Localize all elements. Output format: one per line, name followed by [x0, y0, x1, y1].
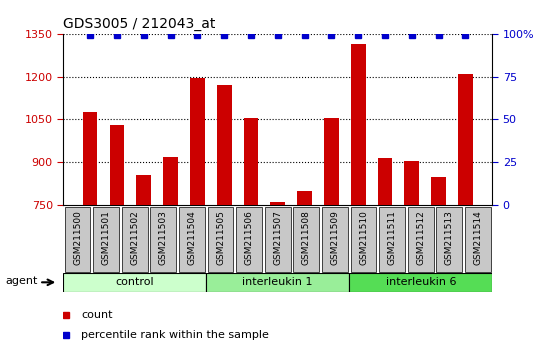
FancyBboxPatch shape	[351, 207, 376, 272]
Bar	[351, 44, 366, 205]
Text: count: count	[81, 310, 113, 320]
Text: GSM211511: GSM211511	[388, 210, 397, 265]
FancyBboxPatch shape	[322, 207, 348, 272]
Text: GSM211505: GSM211505	[216, 210, 225, 265]
FancyBboxPatch shape	[294, 207, 319, 272]
Text: agent: agent	[5, 276, 37, 286]
FancyBboxPatch shape	[179, 207, 205, 272]
Text: GSM211501: GSM211501	[102, 210, 111, 265]
Text: GSM211512: GSM211512	[416, 210, 425, 265]
Text: GSM211506: GSM211506	[245, 210, 254, 265]
Bar	[458, 74, 473, 205]
Text: GSM211508: GSM211508	[302, 210, 311, 265]
FancyBboxPatch shape	[122, 207, 147, 272]
Bar	[324, 118, 339, 205]
Text: GSM211514: GSM211514	[474, 210, 482, 265]
Text: GSM211503: GSM211503	[159, 210, 168, 265]
FancyBboxPatch shape	[379, 207, 405, 272]
Bar	[109, 125, 124, 205]
Text: GSM211507: GSM211507	[273, 210, 282, 265]
FancyBboxPatch shape	[465, 207, 491, 272]
Bar	[378, 158, 392, 205]
FancyBboxPatch shape	[206, 273, 349, 292]
Bar	[136, 175, 151, 205]
Text: GSM211500: GSM211500	[73, 210, 82, 265]
Bar	[82, 112, 97, 205]
FancyBboxPatch shape	[65, 207, 90, 272]
Bar	[217, 85, 232, 205]
Text: GDS3005 / 212043_at: GDS3005 / 212043_at	[63, 17, 216, 31]
FancyBboxPatch shape	[208, 207, 233, 272]
Text: interleukin 1: interleukin 1	[243, 277, 313, 287]
Bar	[163, 157, 178, 205]
Bar	[431, 177, 446, 205]
FancyBboxPatch shape	[349, 273, 492, 292]
Bar	[297, 191, 312, 205]
FancyBboxPatch shape	[151, 207, 176, 272]
Bar	[271, 202, 285, 205]
Bar	[190, 78, 205, 205]
FancyBboxPatch shape	[94, 207, 119, 272]
FancyBboxPatch shape	[265, 207, 290, 272]
Text: control: control	[116, 277, 154, 287]
FancyBboxPatch shape	[236, 207, 262, 272]
Text: GSM211504: GSM211504	[188, 210, 196, 265]
Text: GSM211513: GSM211513	[445, 210, 454, 265]
Text: GSM211509: GSM211509	[331, 210, 339, 265]
FancyBboxPatch shape	[437, 207, 462, 272]
FancyBboxPatch shape	[63, 273, 206, 292]
Text: GSM211502: GSM211502	[130, 210, 139, 265]
Text: interleukin 6: interleukin 6	[386, 277, 456, 287]
Bar	[404, 161, 419, 205]
Bar	[244, 118, 258, 205]
Text: percentile rank within the sample: percentile rank within the sample	[81, 330, 269, 341]
FancyBboxPatch shape	[408, 207, 433, 272]
Text: GSM211510: GSM211510	[359, 210, 368, 265]
